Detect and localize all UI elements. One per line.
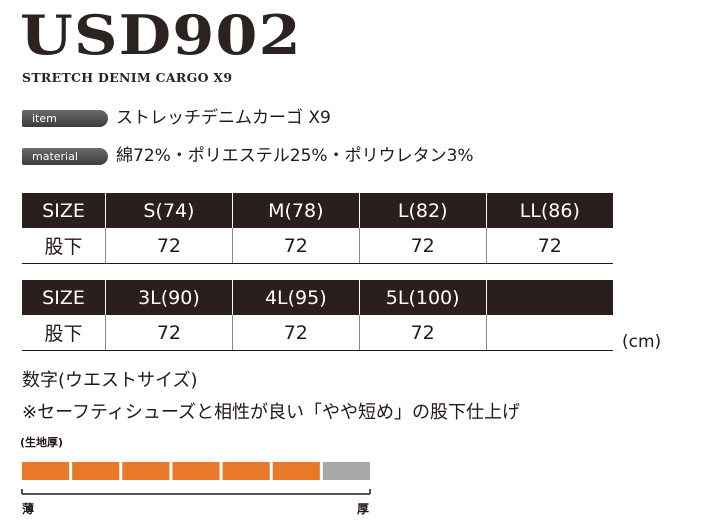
spec-label: item bbox=[22, 110, 108, 127]
header-row: SIZE S(74) M(78) L(82) LL(86) bbox=[22, 193, 613, 228]
header-cell: 5L(100) bbox=[358, 280, 487, 315]
body-cell: 股下 bbox=[22, 315, 106, 351]
body-cell: 72 bbox=[485, 228, 613, 264]
gauge-segment-filled bbox=[22, 462, 70, 480]
body-cell: 72 bbox=[231, 228, 360, 264]
body-cell: 72 bbox=[105, 315, 233, 351]
note: 数字(ウエストサイズ) bbox=[22, 370, 198, 391]
note: ※セーフティシューズと相性が良い「やや短め」の股下仕上げ bbox=[22, 402, 521, 423]
gauge-segment-filled bbox=[272, 462, 320, 480]
thin-label: 薄 bbox=[22, 502, 35, 516]
header-cell: L(82) bbox=[358, 193, 487, 228]
thickness-label: (生地厚) bbox=[20, 436, 64, 449]
gauge-segment-filled bbox=[72, 462, 120, 480]
body-row: 股下 72 72 72 bbox=[22, 315, 613, 351]
thick-label: 厚 bbox=[357, 502, 370, 516]
gauge-segment-filled bbox=[222, 462, 270, 480]
header-cell: LL(86) bbox=[485, 193, 613, 228]
body-cell bbox=[485, 315, 613, 351]
spec-label: material bbox=[22, 148, 108, 165]
thickness-gauge bbox=[21, 462, 371, 495]
body-cell: 72 bbox=[358, 315, 487, 351]
size-table: SIZE 3L(90) 4L(95) 5L(100) 股下 72 72 72 bbox=[22, 280, 613, 351]
body-cell: 72 bbox=[105, 228, 233, 264]
header-cell: SIZE bbox=[22, 280, 106, 315]
gauge-segment-filled bbox=[122, 462, 170, 480]
body-row: 股下 72 72 72 72 bbox=[22, 228, 613, 264]
body-cell: 72 bbox=[231, 315, 360, 351]
gauge-segment-empty bbox=[322, 462, 370, 480]
header-cell bbox=[485, 280, 613, 315]
body-cell: 股下 bbox=[22, 228, 106, 264]
header-cell: 3L(90) bbox=[105, 280, 233, 315]
header-row: SIZE 3L(90) 4L(95) 5L(100) bbox=[22, 280, 613, 315]
spec-value: 綿72%・ポリエステル25%・ポリウレタン3% bbox=[116, 146, 474, 166]
spec-value: ストレッチデニムカーゴ X9 bbox=[116, 108, 331, 128]
body-cell: 72 bbox=[358, 228, 487, 264]
header-cell: S(74) bbox=[105, 193, 233, 228]
header-cell: 4L(95) bbox=[231, 280, 360, 315]
size-table: SIZE S(74) M(78) L(82) LL(86) 股下 72 72 72 72 bbox=[22, 193, 613, 264]
header-cell: SIZE bbox=[22, 193, 106, 228]
header-cell: M(78) bbox=[231, 193, 360, 228]
title: USD902 bbox=[20, 3, 302, 67]
unit: (cm) bbox=[622, 332, 662, 352]
gauge-segment-filled bbox=[172, 462, 220, 480]
subtitle: STRETCH DENIM CARGO X9 bbox=[22, 70, 233, 85]
